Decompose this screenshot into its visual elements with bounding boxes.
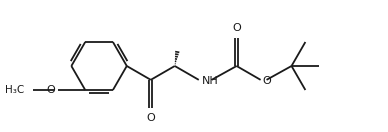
Text: O: O xyxy=(263,76,271,86)
Text: O: O xyxy=(47,85,55,95)
Text: O: O xyxy=(146,114,155,124)
Text: H₃C: H₃C xyxy=(5,85,24,95)
Text: NH: NH xyxy=(202,76,218,86)
Text: O: O xyxy=(232,23,241,33)
